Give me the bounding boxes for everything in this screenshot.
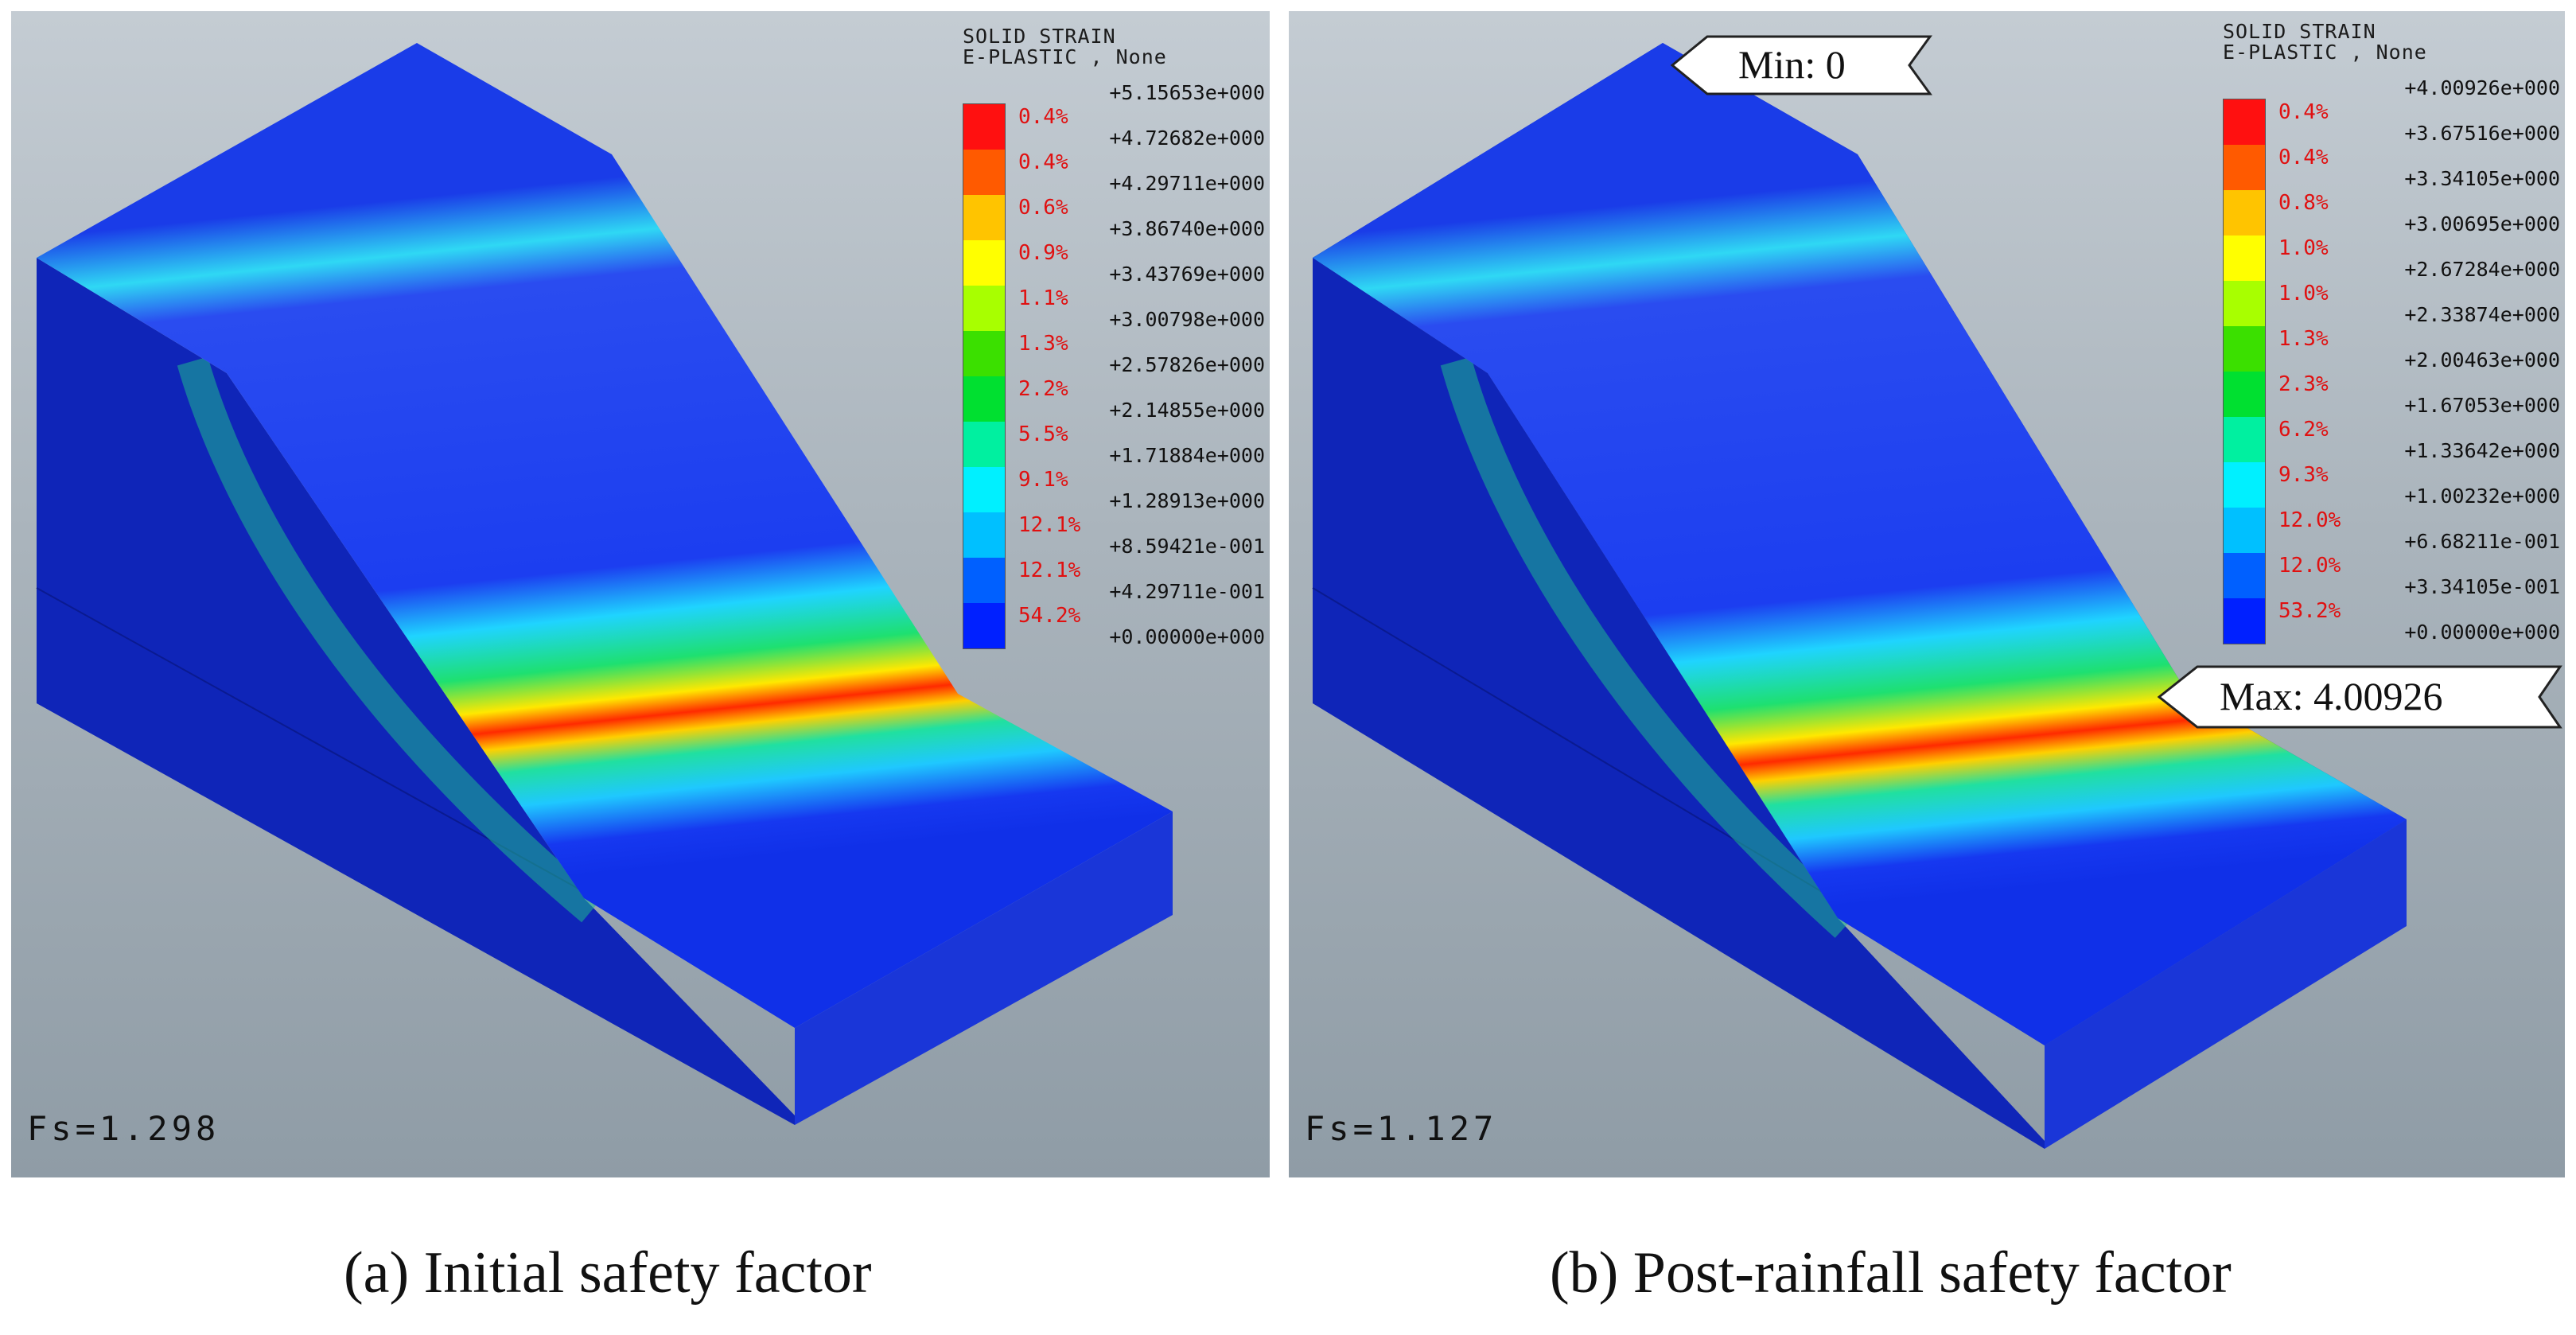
legend-percent: 0.4%	[2278, 100, 2329, 124]
legend-tick: +3.34105e+000	[2404, 167, 2560, 190]
legend-percent: 0.6%	[1018, 196, 1068, 220]
legend-bin	[963, 331, 1005, 376]
legend-bin	[2224, 372, 2265, 417]
legend-percent: 12.1%	[1018, 513, 1081, 537]
max-flag	[2158, 665, 2562, 729]
legend-color-bins	[2223, 99, 2266, 644]
legend-percent: 1.3%	[1018, 332, 1068, 356]
legend-percent: 53.2%	[2278, 599, 2341, 623]
legend-percent: 9.3%	[2278, 463, 2329, 487]
legend-bin	[2224, 190, 2265, 235]
legend-tick: +2.57826e+000	[1109, 353, 1265, 376]
legend-percent: 1.0%	[2278, 236, 2329, 260]
legend-percent: 2.2%	[1018, 377, 1068, 401]
legend-bin	[2224, 508, 2265, 553]
caption-post-rainfall: (b) Post-rainfall safety factor	[1550, 1240, 2232, 1306]
legend-bin	[2224, 417, 2265, 462]
legend-bin	[963, 603, 1005, 648]
legend-percent: 12.0%	[2278, 508, 2341, 532]
legend-tick: +0.00000e+000	[1109, 625, 1265, 648]
legend-subtitle: E-PLASTIC , None	[2223, 41, 2427, 64]
legend-bin	[963, 558, 1005, 603]
legend-tick: +3.00798e+000	[1109, 308, 1265, 331]
legend-bin	[963, 467, 1005, 512]
legend-percent: 9.1%	[1018, 468, 1068, 492]
legend-bin	[963, 422, 1005, 467]
legend-tick: +6.68211e-001	[2404, 530, 2560, 553]
legend-tick: +4.72682e+000	[1109, 126, 1265, 150]
legend-tick: +3.43769e+000	[1109, 263, 1265, 286]
legend-tick: +2.00463e+000	[2404, 348, 2560, 372]
legend-percent: 1.0%	[2278, 282, 2329, 306]
legend-tick: +1.71884e+000	[1109, 444, 1265, 467]
legend-bin	[2224, 281, 2265, 326]
legend-bin	[963, 286, 1005, 331]
legend-bin	[2224, 99, 2265, 145]
legend-tick: +1.67053e+000	[2404, 394, 2560, 417]
legend-title: SOLID STRAIN	[963, 25, 1116, 48]
legend-bin	[963, 376, 1005, 422]
legend-bin	[963, 150, 1005, 195]
legend-bin	[963, 240, 1005, 286]
legend-percent: 0.4%	[1018, 150, 1068, 174]
legend-percent: 12.1%	[1018, 559, 1081, 582]
legend-tick: +1.28913e+000	[1109, 489, 1265, 512]
legend-percent: 1.1%	[1018, 286, 1068, 310]
legend-tick: +8.59421e-001	[1109, 535, 1265, 558]
min-label: Min: 0	[1738, 42, 1846, 87]
legend-tick: +5.15653e+000	[1109, 81, 1265, 104]
min-flag	[1671, 35, 1932, 95]
legend-percent: 12.0%	[2278, 554, 2341, 578]
legend-tick: +3.86740e+000	[1109, 217, 1265, 240]
legend-bin	[963, 104, 1005, 150]
panel-initial: SOLID STRAIN E-PLASTIC , None +5.15653e+…	[11, 11, 1270, 1177]
legend-bin	[2224, 462, 2265, 508]
legend-tick: +2.14855e+000	[1109, 399, 1265, 422]
legend-color-bins	[963, 103, 1006, 649]
caption-initial: (a) Initial safety factor	[344, 1240, 872, 1306]
slope-model-post-rainfall	[1312, 43, 2407, 1149]
legend-percent: 0.4%	[2278, 146, 2329, 169]
legend-percent: 5.5%	[1018, 422, 1068, 446]
legend-tick: +1.00232e+000	[2404, 485, 2560, 508]
legend-percent: 0.8%	[2278, 191, 2329, 215]
legend-percent: 2.3%	[2278, 372, 2329, 396]
legend-tick: +2.33874e+000	[2404, 303, 2560, 326]
legend-tick: +2.67284e+000	[2404, 258, 2560, 281]
legend-bin	[2224, 553, 2265, 598]
legend-percent: 54.2%	[1018, 604, 1081, 628]
legend-bin	[2224, 598, 2265, 644]
legend-bin	[963, 195, 1005, 240]
legend-tick: +3.67516e+000	[2404, 122, 2560, 145]
legend-tick: +4.00926e+000	[2404, 76, 2560, 99]
legend-percent: 0.9%	[1018, 241, 1068, 265]
safety-factor-label: Fs=1.298	[27, 1109, 220, 1148]
legend-tick: +0.00000e+000	[2404, 621, 2560, 644]
legend-tick: +1.33642e+000	[2404, 439, 2560, 462]
legend-bin	[2224, 235, 2265, 281]
legend-percent: 1.3%	[2278, 327, 2329, 351]
legend-bin	[963, 512, 1005, 558]
legend-bin	[2224, 145, 2265, 190]
max-label: Max: 4.00926	[2220, 674, 2443, 718]
legend-subtitle: E-PLASTIC , None	[963, 45, 1167, 68]
legend-title: SOLID STRAIN	[2223, 20, 2376, 43]
legend-bin	[2224, 326, 2265, 372]
legend-tick: +4.29711e-001	[1109, 580, 1265, 603]
legend-tick: +4.29711e+000	[1109, 172, 1265, 195]
safety-factor-label: Fs=1.127	[1305, 1109, 1498, 1148]
legend-tick: +3.00695e+000	[2404, 212, 2560, 235]
panel-post-rainfall: SOLID STRAIN E-PLASTIC , None +4.00926e+…	[1289, 11, 2565, 1177]
legend-percent: 0.4%	[1018, 105, 1068, 129]
legend-tick: +3.34105e-001	[2404, 575, 2560, 598]
legend-percent: 6.2%	[2278, 418, 2329, 442]
slope-model-initial	[36, 43, 1173, 1125]
